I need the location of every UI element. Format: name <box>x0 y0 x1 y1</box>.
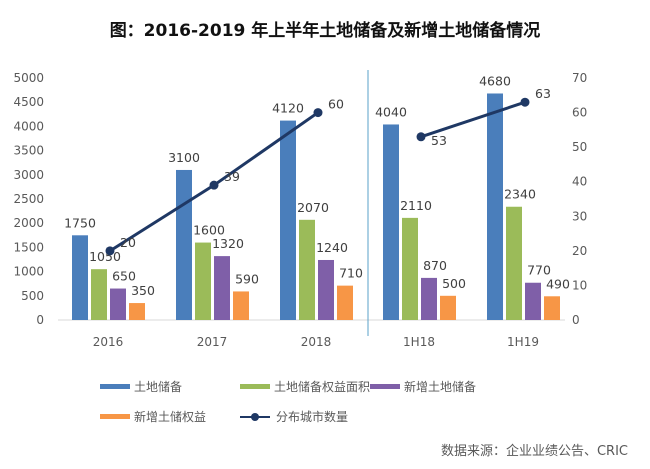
data-label: 500 <box>442 276 466 291</box>
legend-item: 土地储备权益面积 <box>240 378 370 395</box>
data-label: 4680 <box>479 73 511 88</box>
y2-tick-label: 0 <box>572 313 580 327</box>
bar-新增土地储备 <box>525 282 541 320</box>
data-label: 1240 <box>316 240 348 255</box>
bar-土地储备 <box>487 93 503 320</box>
bar-新增土地储备 <box>110 288 126 320</box>
x-tick-label: 1H18 <box>403 335 435 349</box>
data-label: 650 <box>112 269 136 284</box>
x-tick-label: 2016 <box>93 335 124 349</box>
legend-item: 新增土地储备 <box>370 378 476 395</box>
bar-土地储备权益面积 <box>195 242 211 320</box>
y2-tick-label: 70 <box>572 71 587 85</box>
line-point <box>105 246 115 256</box>
legend-swatch <box>100 414 130 419</box>
legend-dot <box>251 412 259 421</box>
legend-swatch <box>370 384 400 389</box>
data-label: 350 <box>131 283 155 298</box>
data-label: 4040 <box>375 104 407 119</box>
legend-line-marker <box>240 412 270 421</box>
bar-土地储备权益面积 <box>299 219 315 320</box>
bar-新增土储权益 <box>337 285 353 320</box>
data-label: 710 <box>339 266 363 281</box>
legend-swatch <box>100 384 130 389</box>
bar-新增土储权益 <box>440 295 456 320</box>
bar-土地储备 <box>176 169 192 320</box>
data-label: 490 <box>546 276 570 291</box>
bar-新增土地储备 <box>318 259 334 320</box>
y2-tick-label: 30 <box>572 209 587 223</box>
data-label: 1050 <box>89 249 121 264</box>
y-tick-label: 0 <box>36 313 44 327</box>
bar-土地储备 <box>72 235 88 320</box>
legend-item: 分布城市数量 <box>240 408 348 425</box>
line-point <box>416 132 426 142</box>
bar-土地储备权益面积 <box>402 217 418 320</box>
source-note: 数据来源：企业业绩公告、CRIC <box>440 444 628 459</box>
y2-tick-label: 20 <box>572 244 587 258</box>
bar-新增土地储备 <box>214 256 230 320</box>
legend-label: 土地储备 <box>134 380 183 394</box>
y-tick-label: 2000 <box>13 216 44 230</box>
y-tick-label: 1500 <box>13 240 44 254</box>
y2-tick-label: 50 <box>572 140 587 154</box>
data-label: 2070 <box>297 200 329 215</box>
line-data-label: 63 <box>535 86 551 101</box>
bar-新增土地储备 <box>421 277 437 320</box>
y2-tick-label: 60 <box>572 106 587 120</box>
data-label: 590 <box>235 271 259 286</box>
data-label: 1600 <box>193 223 225 238</box>
legend-item: 土地储备 <box>100 378 182 395</box>
data-label: 2110 <box>400 198 432 213</box>
legend-label: 分布城市数量 <box>276 410 349 424</box>
legend-label: 新增土储权益 <box>134 410 207 424</box>
bar-新增土储权益 <box>129 303 145 320</box>
bar-土地储备权益面积 <box>91 269 107 320</box>
y-tick-label: 1000 <box>13 265 44 279</box>
data-label: 2340 <box>504 187 536 202</box>
y-tick-label: 3000 <box>13 168 44 182</box>
x-tick-label: 2018 <box>301 335 332 349</box>
data-label: 4120 <box>272 101 304 116</box>
x-tick-label: 1H19 <box>507 335 539 349</box>
y-tick-label: 500 <box>21 289 44 303</box>
line-data-label: 20 <box>120 235 136 250</box>
y2-tick-label: 10 <box>572 278 587 292</box>
line-point <box>313 108 323 118</box>
legend-item: 新增土储权益 <box>100 408 206 425</box>
bar-土地储备 <box>383 124 399 321</box>
data-label: 770 <box>527 263 551 278</box>
line-分布城市数量 <box>420 100 526 139</box>
line-data-label: 53 <box>431 133 447 148</box>
data-label: 870 <box>423 258 447 273</box>
data-label: 1320 <box>212 236 244 251</box>
line-data-label: 39 <box>224 169 240 184</box>
legend-label: 土地储备权益面积 <box>274 380 371 394</box>
bar-新增土储权益 <box>544 296 560 320</box>
data-label: 1750 <box>64 215 96 230</box>
bar-新增土储权益 <box>233 291 249 320</box>
legend-swatch <box>240 384 270 389</box>
line-data-label: 60 <box>328 97 344 112</box>
x-tick-label: 2017 <box>197 335 228 349</box>
y-tick-label: 3500 <box>13 144 44 158</box>
legend-label: 新增土地储备 <box>404 380 477 394</box>
y-tick-label: 4500 <box>13 95 44 109</box>
chart-title: 图：2016-2019 年上半年土地储备及新增土地储备情况 <box>109 21 541 41</box>
y-tick-label: 4000 <box>13 119 44 133</box>
line-point <box>209 180 219 190</box>
bar-土地储备 <box>280 120 296 320</box>
y-tick-label: 2500 <box>13 192 44 206</box>
y2-tick-label: 40 <box>572 175 587 189</box>
y-tick-label: 5000 <box>13 71 44 85</box>
data-label: 3100 <box>168 150 200 165</box>
line-point <box>520 97 530 107</box>
bar-土地储备权益面积 <box>506 206 522 320</box>
